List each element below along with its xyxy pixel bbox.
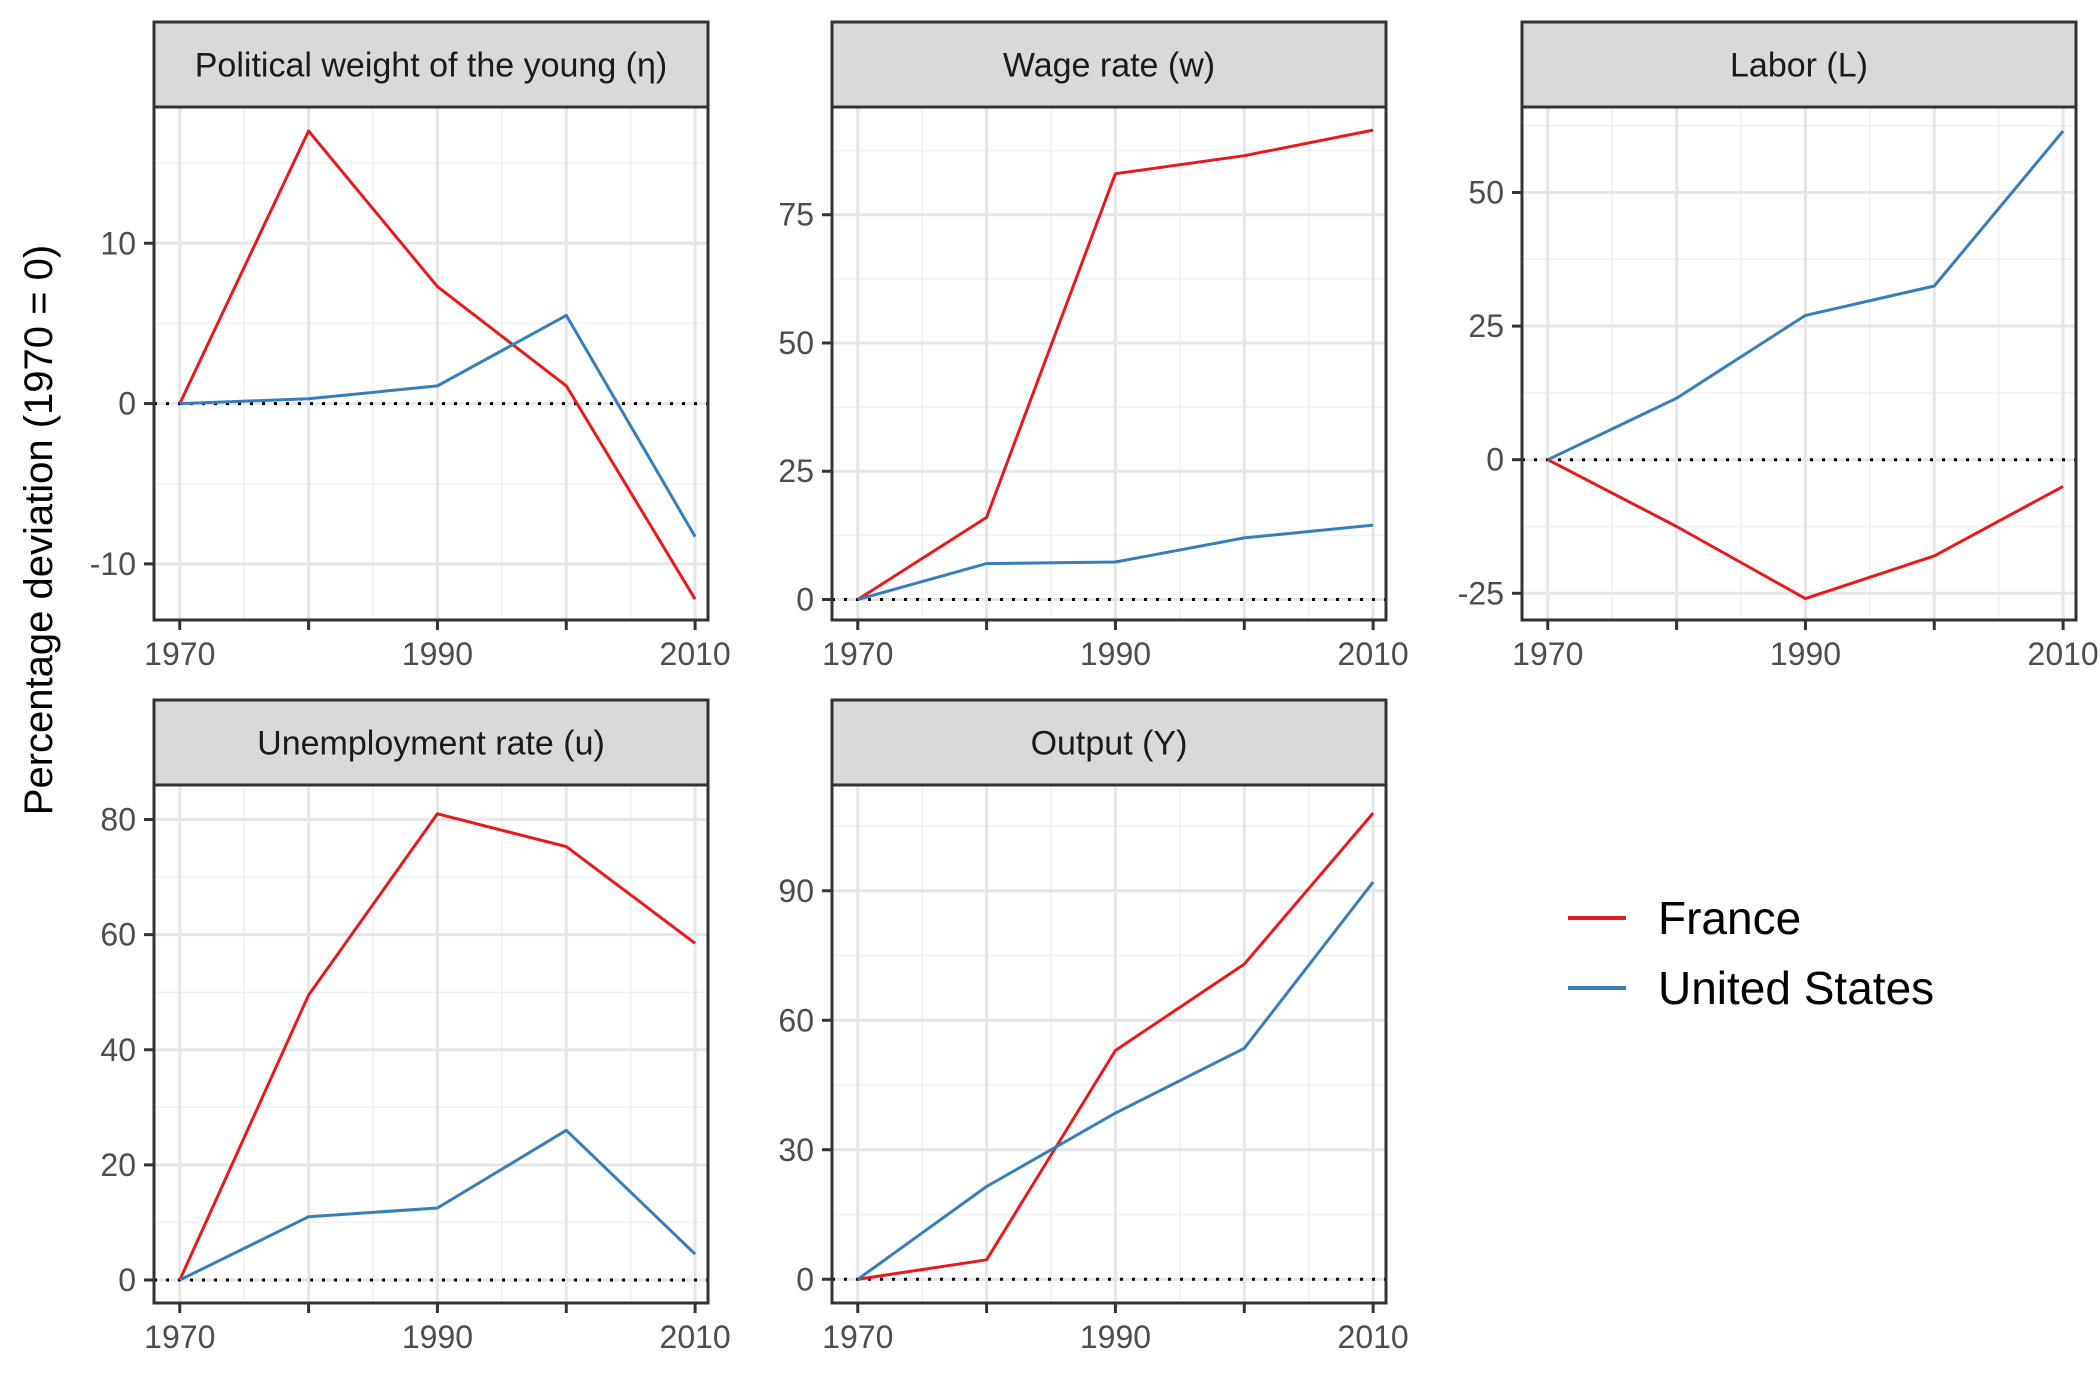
y-tick-label: 25: [1468, 308, 1504, 344]
y-tick-label: 30: [778, 1132, 814, 1168]
panel-title: Political weight of the young (η): [195, 47, 667, 85]
x-tick-label: 1970: [822, 1319, 893, 1355]
x-tick-label: 2010: [2028, 636, 2099, 672]
legend: France United States: [1568, 892, 1934, 1014]
series-line-united-states: [179, 1128, 697, 1282]
x-tick-label: 1990: [402, 636, 473, 672]
y-tick-label: 80: [100, 802, 136, 838]
plot-area: [154, 785, 708, 1303]
panel-wage-rate-w: Wage rate (w) 0 25 50 75 1970 1990 2010: [778, 20, 1409, 672]
series-line-united-states: [856, 881, 1375, 1281]
panel-unemployment-rate-u: Unemployment rate (u) 0 20 40 60 80 1970 1990 20…: [100, 698, 731, 1355]
x-tick-label: 2010: [660, 1319, 731, 1355]
y-tick-label: 50: [778, 325, 814, 361]
y-tick-label: 0: [796, 581, 814, 617]
y-tick-label: -25: [1458, 575, 1504, 611]
y-tick-label: 0: [118, 1262, 136, 1298]
panel-strip: [152, 20, 710, 109]
x-tick-label: 2010: [660, 636, 731, 672]
x-tick-label: 1970: [822, 636, 893, 672]
y-tick-label: 0: [118, 386, 136, 422]
y-tick-label: 0: [796, 1261, 814, 1297]
y-tick-label: 40: [100, 1032, 136, 1068]
plot-area: [154, 107, 708, 620]
y-tick-label: 60: [100, 917, 136, 953]
y-tick-label: 90: [778, 873, 814, 909]
panel-title: Unemployment rate (u): [257, 725, 605, 763]
plot-area: [1522, 107, 2076, 620]
panel-political-weight-of-the-young: Political weight of the young (η) -10 0 10 1…: [90, 20, 731, 672]
y-tick-label: -10: [90, 546, 136, 582]
legend-item-france: France: [1568, 892, 1801, 944]
panel-title: Labor (L): [1730, 47, 1868, 85]
legend-label: France: [1658, 892, 1801, 944]
y-tick-label: 25: [778, 453, 814, 489]
plot-area: [832, 107, 1386, 620]
series-line-france: [856, 128, 1374, 601]
x-tick-label: 1990: [402, 1319, 473, 1355]
x-tick-label: 1970: [1512, 636, 1583, 672]
panels: Political weight of the young (η) -10 0 10 1…: [90, 20, 2099, 1355]
x-tick-label: 1990: [1770, 636, 1841, 672]
x-tick-label: 1970: [144, 1319, 215, 1355]
y-tick-label: 50: [1468, 175, 1504, 211]
series-line-united-states: [1547, 130, 2065, 462]
x-tick-label: 1990: [1080, 636, 1151, 672]
panel-labor-l: Labor (L) -25 0 25 50 1970 1990 2010: [1458, 20, 2099, 672]
series-line-united-states: [857, 523, 1374, 601]
x-tick-label: 1970: [144, 636, 215, 672]
panel-title: Wage rate (w): [1003, 47, 1215, 85]
plot-area: [832, 785, 1386, 1303]
series-line-france: [178, 812, 697, 1281]
y-tick-label: 75: [778, 197, 814, 233]
x-tick-label: 2010: [1338, 636, 1409, 672]
legend-item-united-states: United States: [1568, 962, 1934, 1014]
y-tick-label: 10: [100, 225, 136, 261]
panel-strip: [830, 20, 1388, 109]
panel-strip: [830, 698, 1388, 787]
panel-strip: [152, 698, 710, 787]
y-tick-label: 20: [100, 1147, 136, 1183]
series-line-france: [857, 812, 1375, 1281]
panel-output-y: Output (Y) 0 30 60 90 1970 1990 2010: [778, 698, 1409, 1355]
series-line-united-states: [179, 313, 697, 538]
y-tick-label: 60: [778, 1002, 814, 1038]
x-tick-label: 1990: [1080, 1319, 1151, 1355]
panel-strip: [1520, 20, 2078, 109]
series-line-france: [178, 129, 697, 600]
series-line-france: [1547, 458, 2064, 601]
panel-title: Output (Y): [1031, 725, 1188, 763]
x-tick-label: 2010: [1338, 1319, 1409, 1355]
y-tick-label: 0: [1486, 442, 1504, 478]
y-axis-label: Percentage deviation (1970 = 0): [17, 245, 61, 815]
legend-label: United States: [1658, 962, 1934, 1014]
